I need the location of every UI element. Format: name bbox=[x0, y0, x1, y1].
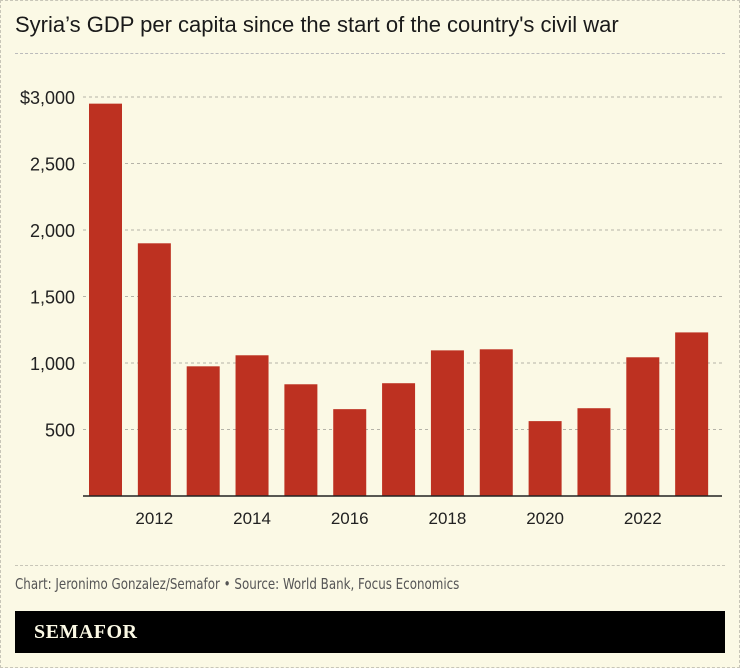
y-tick-label: $3,000 bbox=[20, 88, 75, 108]
x-tick-label: 2012 bbox=[135, 509, 173, 528]
x-tick-label: 2020 bbox=[526, 509, 564, 528]
bar-chart: 500 1,000 1,500 2,000 2,500 $3,000 2012 2014 201… bbox=[20, 88, 722, 528]
bar-2012 bbox=[137, 243, 171, 496]
bar-2021 bbox=[577, 408, 611, 496]
bar-2022 bbox=[626, 357, 660, 496]
x-tick-label: 2016 bbox=[331, 509, 369, 528]
y-tick-label: 2,000 bbox=[30, 221, 75, 241]
bar-2023 bbox=[675, 332, 709, 496]
bar-2011 bbox=[89, 103, 122, 497]
chart-title: Syria’s GDP per capita since the start o… bbox=[15, 12, 619, 37]
bar-2017 bbox=[382, 383, 416, 496]
y-tick-label: 1,000 bbox=[30, 354, 75, 374]
semafor-logo: SEMAFOR bbox=[34, 621, 138, 643]
bar-2019 bbox=[479, 349, 513, 496]
bar-2016 bbox=[333, 409, 367, 496]
bar-2020 bbox=[528, 421, 562, 496]
x-tick-label: 2022 bbox=[624, 509, 662, 528]
source-note: Chart: Jeronimo Gonzalez/Semafor • Sourc… bbox=[15, 575, 460, 593]
y-tick-label: 1,500 bbox=[30, 288, 75, 308]
brand-bar: SEMAFOR bbox=[15, 611, 725, 653]
bar-2015 bbox=[284, 384, 318, 496]
x-tick-label: 2014 bbox=[233, 509, 271, 528]
y-tick-label: 2,500 bbox=[30, 155, 75, 175]
bar-2018 bbox=[430, 350, 464, 496]
footer-divider bbox=[15, 565, 725, 566]
x-tick-label: 2018 bbox=[429, 509, 467, 528]
bar-2013 bbox=[186, 366, 220, 496]
y-tick-label: 500 bbox=[45, 421, 75, 441]
bar-2014 bbox=[235, 355, 269, 496]
title-divider bbox=[15, 53, 725, 54]
